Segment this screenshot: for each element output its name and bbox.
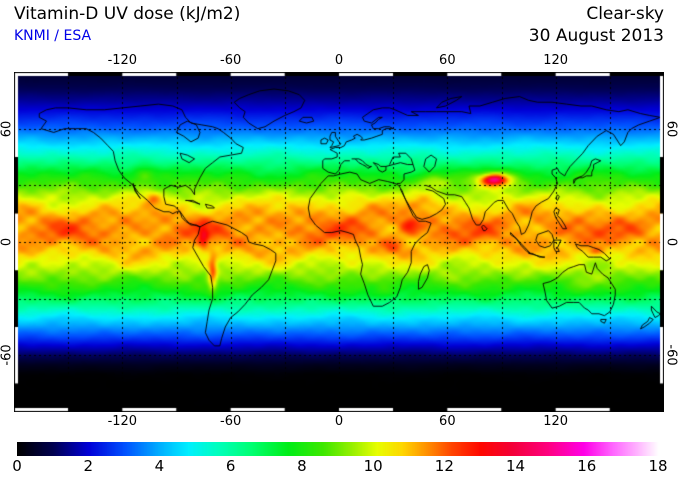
date-label: 30 August 2013 xyxy=(528,26,664,46)
colorbar-tick-label: 18 xyxy=(648,457,668,475)
lon-tick-label-top: -60 xyxy=(220,53,242,68)
lon-tick-label-top: 120 xyxy=(543,53,569,68)
lon-tick-label-bottom: 60 xyxy=(439,414,456,429)
colorbar-tick-label: 0 xyxy=(12,457,22,475)
colorbar-tick-label: 10 xyxy=(363,457,383,475)
lon-tick-label-bottom: 120 xyxy=(543,414,569,429)
lat-tick-label-right: -60 xyxy=(663,344,678,366)
lon-tick-label-top: 0 xyxy=(334,53,344,68)
lat-tick-label-left: -60 xyxy=(0,344,15,366)
lat-tick-label-left: 60 xyxy=(0,120,15,137)
data-source-label: KNMI / ESA xyxy=(14,28,92,44)
chart-title: Vitamin-D UV dose (kJ/m2) xyxy=(14,4,241,24)
lat-tick-label-right: 60 xyxy=(663,120,678,137)
colorbar-tick-label: 6 xyxy=(225,457,236,475)
world-map-heatmap-canvas xyxy=(14,72,664,412)
colorbar-tick-label: 14 xyxy=(506,457,526,475)
lat-tick-label-right: 0 xyxy=(663,237,678,247)
lon-tick-label-top: 60 xyxy=(439,53,456,68)
colorbar-tick-label: 2 xyxy=(83,457,93,475)
colorbar-tick-label: 8 xyxy=(297,457,307,475)
lon-tick-label-bottom: -120 xyxy=(107,414,138,429)
lat-tick-label-left: 0 xyxy=(0,237,15,247)
colorbar-tick-label: 4 xyxy=(154,457,165,475)
lon-tick-label-top: -120 xyxy=(107,53,138,68)
colorbar-tick-label: 12 xyxy=(434,457,454,475)
lon-tick-label-bottom: 0 xyxy=(334,414,344,429)
colorbar-tick-label: 16 xyxy=(577,457,597,475)
colorbar-gradient-canvas xyxy=(17,442,659,456)
sky-condition-label: Clear-sky xyxy=(586,4,664,24)
lon-tick-label-bottom: -60 xyxy=(220,414,242,429)
